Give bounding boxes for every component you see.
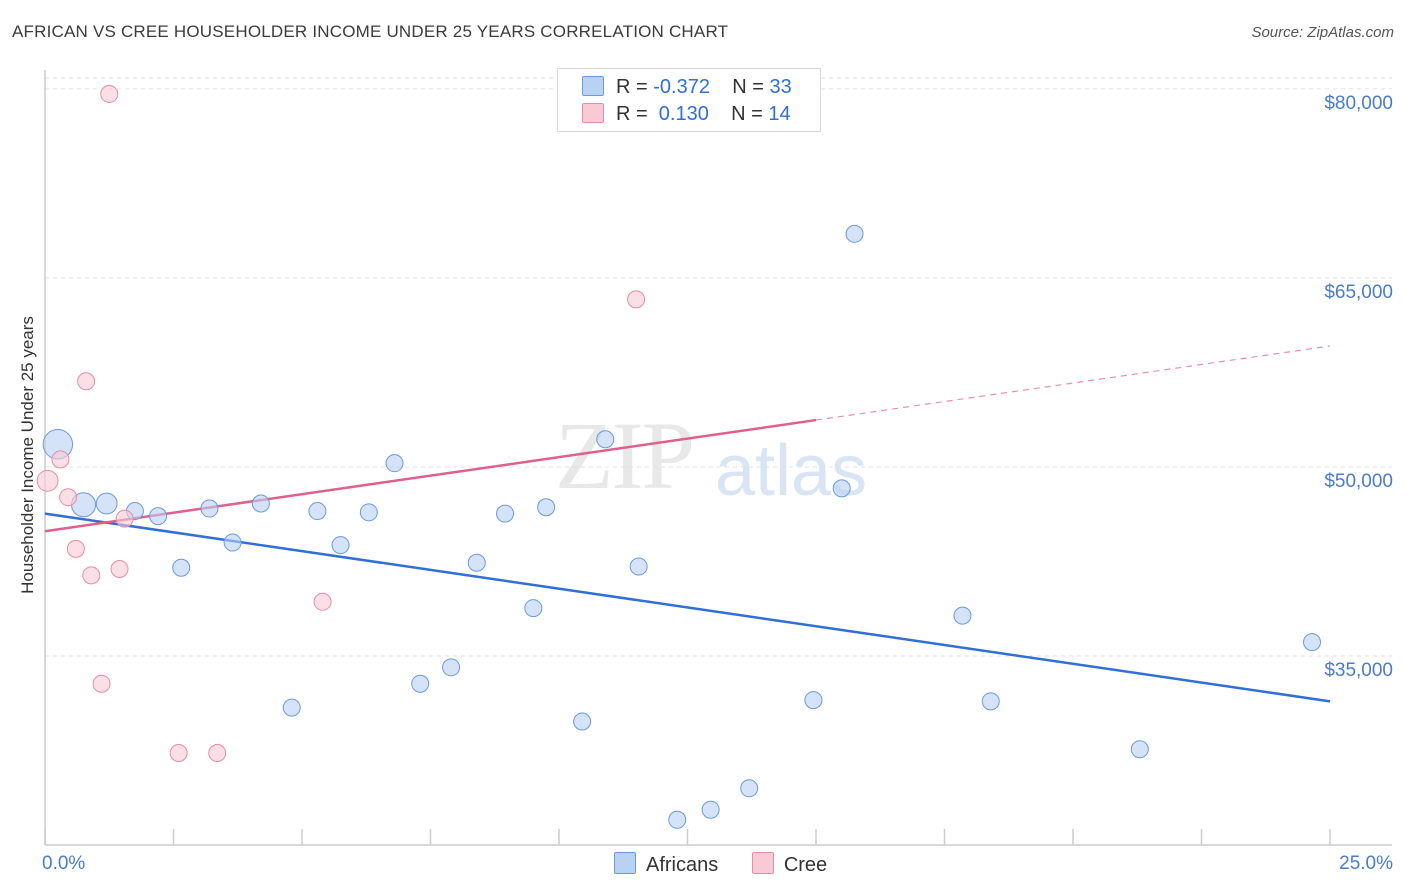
cree-point bbox=[110, 560, 129, 579]
africans-point bbox=[629, 557, 648, 576]
cree-point bbox=[82, 566, 101, 585]
cree-point bbox=[77, 372, 96, 391]
africans-point bbox=[524, 599, 543, 618]
africans-point bbox=[596, 430, 615, 449]
y-axis-label: Householder Income Under 25 years bbox=[18, 316, 37, 594]
africans-r-label: R = bbox=[616, 76, 654, 98]
chart-title: AFRICAN VS CREE HOUSEHOLDER INCOME UNDER… bbox=[12, 22, 729, 41]
legend-item-africans[interactable]: Africans bbox=[614, 852, 718, 877]
grid-lines bbox=[45, 77, 1392, 657]
africans-point bbox=[537, 498, 556, 517]
x-tick-label: 25.0% bbox=[1339, 853, 1393, 874]
cree-trend-line bbox=[44, 418, 817, 533]
cree-point bbox=[92, 674, 111, 693]
africans-point bbox=[804, 691, 823, 710]
africans-point bbox=[496, 504, 515, 523]
africans-n-value: 33 bbox=[769, 76, 792, 98]
africans-point bbox=[701, 800, 720, 819]
legend-row-africans: R = -0.372 N = 33 bbox=[582, 76, 792, 102]
africans-swatch bbox=[582, 76, 604, 96]
africans-point bbox=[953, 606, 972, 625]
cree-legend-label: Cree bbox=[783, 854, 828, 876]
africans-point bbox=[385, 454, 404, 473]
africans-point bbox=[308, 502, 327, 521]
africans-point bbox=[981, 692, 1000, 711]
africans-point bbox=[573, 712, 592, 731]
africans-point bbox=[282, 698, 301, 717]
africans-point bbox=[740, 779, 759, 798]
cree-point bbox=[66, 539, 85, 558]
cree-point bbox=[100, 84, 119, 103]
africans-point bbox=[1130, 740, 1149, 759]
africans-point bbox=[251, 494, 270, 513]
africans-point bbox=[200, 499, 219, 518]
y-tick-label: $35,000 bbox=[1324, 660, 1393, 681]
cree-point bbox=[36, 469, 59, 492]
africans-point bbox=[95, 492, 118, 515]
axis-labels: $35,000 $50,000 $65,000 $80,000 0.0% 25.0% Hou… bbox=[18, 93, 1393, 874]
africans-point bbox=[149, 507, 168, 526]
y-tick-label: $50,000 bbox=[1324, 471, 1393, 492]
africans-trend-line bbox=[44, 512, 1331, 703]
axes bbox=[44, 70, 1392, 846]
cree-n-value: 14 bbox=[768, 103, 791, 125]
cree-trend-extension bbox=[815, 345, 1331, 421]
cree-r-label: R = bbox=[616, 103, 654, 125]
africans-legend-swatch bbox=[614, 852, 636, 874]
legend-item-cree[interactable]: Cree bbox=[751, 852, 828, 877]
cree-point bbox=[627, 290, 646, 309]
x-tick-label: 0.0% bbox=[42, 853, 85, 874]
cree-r-value: 0.130 bbox=[653, 103, 709, 125]
correlation-legend: R = -0.372 N = 33 R = 0.130 N = 14 bbox=[557, 68, 821, 132]
africans-point bbox=[832, 479, 851, 498]
africans-point bbox=[845, 224, 864, 243]
africans-legend-label: Africans bbox=[646, 854, 719, 876]
africans-n-label: N = bbox=[732, 76, 770, 98]
africans-point bbox=[411, 674, 430, 693]
y-tick-label: $65,000 bbox=[1324, 282, 1393, 303]
africans-point bbox=[172, 558, 191, 577]
cree-point bbox=[115, 509, 134, 528]
africans-point bbox=[668, 810, 687, 829]
africans-r-value: -0.372 bbox=[653, 76, 710, 98]
africans-point bbox=[359, 503, 378, 522]
legend-row-cree: R = 0.130 N = 14 bbox=[582, 103, 791, 129]
cree-point bbox=[51, 450, 70, 469]
africans-point bbox=[442, 658, 461, 677]
cree-n-label: N = bbox=[731, 103, 769, 125]
trend-lines bbox=[44, 345, 1331, 703]
y-tick-label: $80,000 bbox=[1324, 93, 1393, 114]
africans-point bbox=[223, 533, 242, 552]
series-legend: Africans Cree bbox=[614, 852, 855, 877]
africans-point bbox=[331, 536, 350, 555]
cree-point bbox=[169, 744, 188, 763]
source-label: Source: ZipAtlas.com bbox=[1251, 24, 1394, 41]
cree-point bbox=[59, 488, 78, 507]
africans-point bbox=[1303, 633, 1322, 652]
cree-swatch bbox=[582, 103, 604, 123]
africans-point bbox=[467, 553, 486, 572]
cree-legend-swatch bbox=[751, 852, 774, 874]
watermark-atlas: atlas bbox=[715, 431, 868, 511]
cree-point bbox=[208, 744, 227, 763]
data-points bbox=[36, 84, 1322, 829]
cree-point bbox=[313, 592, 332, 611]
